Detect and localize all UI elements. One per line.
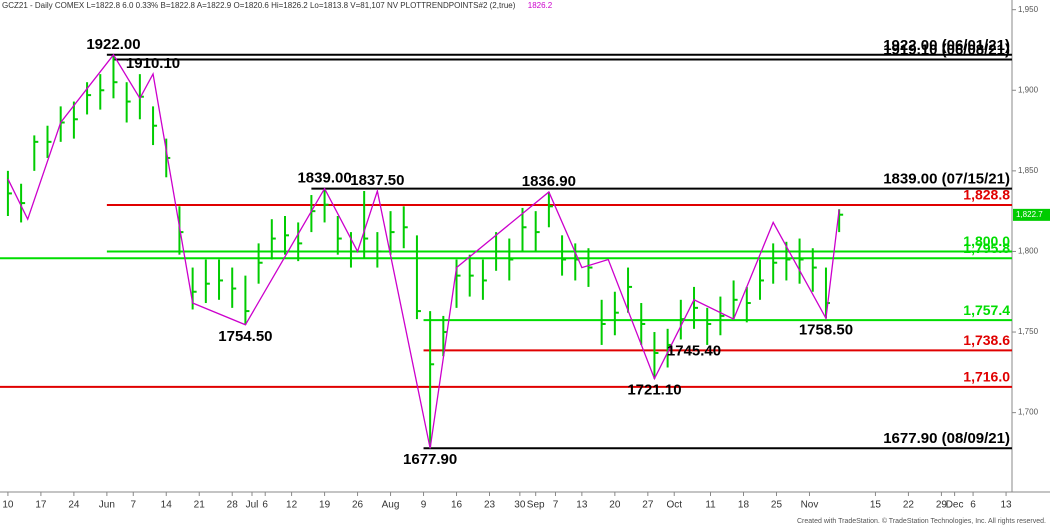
x-tick-label: 25 (771, 500, 783, 511)
x-tick-label: 14 (161, 500, 173, 511)
x-tick-label: 19 (319, 500, 331, 511)
x-tick-label: Jul (246, 500, 259, 511)
level-label: 1919.10 (06/08/21) (883, 41, 1010, 58)
pivot-label: 1836.90 (522, 173, 576, 190)
x-tick-label: 10 (2, 500, 14, 511)
pivot-label: 1922.00 (86, 36, 140, 53)
level-label: 1677.90 (08/09/21) (883, 430, 1010, 447)
x-tick-label: 13 (1001, 500, 1013, 511)
x-tick-label: 24 (68, 500, 80, 511)
pivot-label: 1721.10 (627, 382, 681, 399)
x-tick-label: Sep (527, 500, 545, 511)
x-tick-label: 7 (553, 500, 559, 511)
x-tick-label: Nov (801, 500, 819, 511)
pivot-label: 1677.90 (403, 451, 457, 468)
level-label: 1922.00 (06/01/21) (883, 37, 1010, 54)
x-tick-label: 29 (936, 500, 948, 511)
pivot-label: 1758.50 (799, 321, 853, 338)
x-tick-label: Aug (382, 500, 400, 511)
x-tick-label: 15 (870, 500, 882, 511)
x-tick-label: Oct (666, 500, 682, 511)
level-label: 1,716.0 (963, 369, 1010, 385)
x-tick-label: 18 (738, 500, 750, 511)
x-tick-label: 12 (286, 500, 298, 511)
x-tick-label: 20 (609, 500, 621, 511)
footer: Created with TradeStation. © TradeStatio… (797, 517, 1046, 525)
x-tick-label: 22 (903, 500, 915, 511)
last-price-tag (1013, 208, 1050, 221)
x-tick-label: 17 (35, 500, 47, 511)
level-label: 1,795.8 (963, 240, 1010, 256)
x-tick-label: Jun (99, 500, 115, 511)
x-tick-label: 9 (421, 500, 427, 511)
level-label: 1,800.0 (963, 233, 1010, 249)
x-tick-label: 6 (262, 500, 268, 511)
pivot-label: 1910.10 (126, 55, 180, 72)
level-label: 1839.00 (07/15/21) (883, 171, 1010, 188)
x-tick-label: 11 (705, 500, 716, 511)
pivot-label: 1745.40 (667, 342, 721, 359)
x-tick-label: 28 (227, 500, 239, 511)
y-tick-label: 1,950 (1018, 5, 1039, 14)
y-tick-label: 1,850 (1018, 166, 1039, 175)
y-tick-label: 1,700 (1018, 408, 1039, 417)
y-tick-label: 1,800 (1018, 247, 1039, 256)
level-label: 1,828.8 (963, 187, 1010, 203)
pivot-label: 1754.50 (218, 328, 272, 345)
x-tick-label: 23 (484, 500, 496, 511)
trend-line (7, 53, 840, 449)
last-price-label: 1,822.7 (1016, 210, 1043, 219)
x-tick-label: 21 (194, 500, 206, 511)
y-tick-label: 1,900 (1018, 85, 1039, 94)
x-tick-label: 7 (130, 500, 136, 511)
x-tick-label: 27 (642, 500, 654, 511)
x-tick-label: 6 (970, 500, 976, 511)
level-label: 1,738.6 (963, 332, 1010, 348)
header: GCZ21 - Daily COMEX L=1822.8 6.0 0.33% B… (2, 1, 516, 10)
x-tick-label: 13 (576, 500, 588, 511)
level-label: 1,757.4 (963, 302, 1010, 318)
y-tick-label: 1,750 (1018, 327, 1039, 336)
x-tick-label: 30 (514, 500, 526, 511)
x-tick-label: 16 (451, 500, 463, 511)
header-price: 1826.2 (528, 1, 553, 10)
pivot-label: 1839.00 (297, 170, 351, 187)
x-tick-label: Dec (946, 500, 964, 511)
pivot-label: 1837.50 (350, 172, 404, 189)
x-tick-label: 26 (352, 500, 364, 511)
